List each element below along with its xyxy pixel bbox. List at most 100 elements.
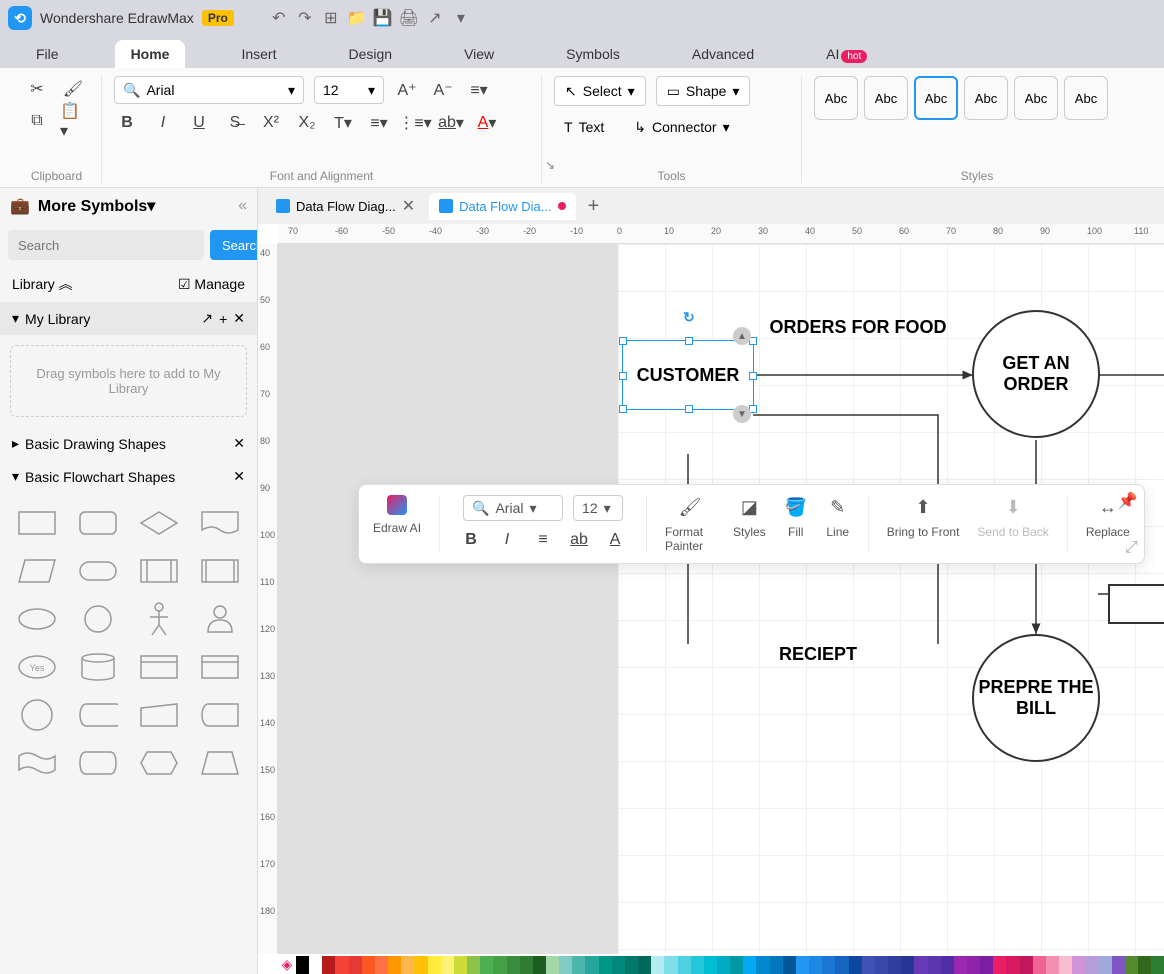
color-swatch[interactable] [309, 956, 322, 974]
color-swatch[interactable] [809, 956, 822, 974]
shape-connector[interactable] [10, 695, 63, 735]
color-swatch[interactable] [678, 956, 691, 974]
color-swatch[interactable] [835, 956, 848, 974]
ft-send-back[interactable]: ⬇Send to Back [977, 495, 1048, 539]
shape-rounded-rect[interactable] [71, 503, 124, 543]
style-preset-1[interactable]: Abc [814, 76, 858, 120]
ft-highlight[interactable]: ab [566, 527, 592, 553]
basic-flowchart-header[interactable]: ▾ Basic Flowchart Shapes ✕ [0, 460, 257, 493]
open-icon[interactable]: 📁 [348, 9, 366, 27]
color-swatch[interactable] [796, 956, 809, 974]
menu-home[interactable]: Home [115, 40, 186, 68]
search-button[interactable]: Search [210, 230, 258, 260]
color-swatch[interactable] [493, 956, 506, 974]
color-swatch[interactable] [730, 956, 743, 974]
color-swatch[interactable] [783, 956, 796, 974]
connector-tool[interactable]: ↳ Connector ▾ [624, 112, 739, 142]
menu-design[interactable]: Design [332, 40, 408, 68]
menu-file[interactable]: File [20, 40, 75, 68]
copy-button[interactable]: ⧉ [24, 108, 50, 134]
color-swatch[interactable] [296, 956, 309, 974]
label-orders[interactable]: ORDERS FOR FOOD [768, 304, 948, 350]
color-swatch[interactable] [454, 956, 467, 974]
shape-card2[interactable] [194, 647, 247, 687]
color-swatch[interactable] [362, 956, 375, 974]
style-preset-2[interactable]: Abc [864, 76, 908, 120]
color-swatch[interactable] [1085, 956, 1098, 974]
color-swatch[interactable] [428, 956, 441, 974]
color-swatch[interactable] [349, 956, 362, 974]
ft-bold[interactable]: B [458, 527, 484, 553]
color-swatch[interactable] [335, 956, 348, 974]
ft-styles[interactable]: ◪Styles [733, 495, 766, 539]
color-swatch[interactable] [625, 956, 638, 974]
color-swatch[interactable] [941, 956, 954, 974]
color-swatch[interactable] [559, 956, 572, 974]
color-swatch[interactable] [441, 956, 454, 974]
node-right1[interactable] [1108, 584, 1164, 624]
color-swatch[interactable] [980, 956, 993, 974]
node-customer[interactable]: CUSTOMER ↻ ▲ ▼ [622, 340, 754, 410]
color-swatch[interactable] [520, 956, 533, 974]
color-swatch[interactable] [664, 956, 677, 974]
shape-stadium[interactable] [71, 551, 124, 591]
node-get-order[interactable]: GET AN ORDER [972, 310, 1100, 438]
node-prepare-bill[interactable]: PREPRE THE BILL [972, 634, 1100, 762]
color-swatch[interactable] [928, 956, 941, 974]
shape-direct-data[interactable] [71, 695, 124, 735]
font-size-select[interactable]: 12▾ [314, 76, 384, 104]
font-family-select[interactable]: 🔍 Arial▾ [114, 76, 304, 104]
color-swatch[interactable] [1006, 956, 1019, 974]
color-swatch[interactable] [901, 956, 914, 974]
undo-icon[interactable]: ↶ [270, 9, 288, 27]
color-swatch[interactable] [1112, 956, 1125, 974]
label-receipt[interactable]: RECIEPT [758, 639, 878, 669]
color-swatch[interactable] [849, 956, 862, 974]
menu-ai[interactable]: AIhot [810, 40, 883, 68]
ft-bring-front[interactable]: ⬆Bring to Front [887, 495, 960, 539]
color-swatch[interactable] [375, 956, 388, 974]
select-tool[interactable]: ↖ Select ▾ [554, 76, 646, 106]
shape-stored[interactable] [194, 695, 247, 735]
text-transform-button[interactable]: T▾ [330, 110, 356, 136]
rotate-handle[interactable]: ↻ [683, 309, 695, 326]
shape-subprocess[interactable] [133, 551, 186, 591]
color-swatch[interactable] [401, 956, 414, 974]
subscript-button[interactable]: X₂ [294, 110, 320, 136]
color-swatch[interactable] [717, 956, 730, 974]
list-button[interactable]: ⋮≡▾ [402, 110, 428, 136]
color-swatch[interactable] [1072, 956, 1085, 974]
color-swatch[interactable] [1020, 956, 1033, 974]
export-lib-icon[interactable]: ↗ [201, 310, 213, 327]
shape-card[interactable] [133, 647, 186, 687]
color-swatch[interactable] [822, 956, 835, 974]
text-tool[interactable]: T Text [554, 112, 614, 142]
tab-1-close[interactable]: ✕ [402, 196, 415, 216]
canvas[interactable]: CUSTOMER ↻ ▲ ▼ ORDERS FOR FOOD [278, 244, 1164, 954]
color-swatch[interactable] [546, 956, 559, 974]
ft-italic[interactable]: I [494, 527, 520, 553]
color-swatch[interactable] [993, 956, 1006, 974]
color-swatch[interactable] [1151, 956, 1164, 974]
color-swatch[interactable] [743, 956, 756, 974]
shape-person[interactable] [133, 599, 186, 639]
basic-drawing-header[interactable]: ▸ Basic Drawing Shapes ✕ [0, 427, 257, 460]
library-label[interactable]: Library ︽ [12, 274, 73, 294]
color-swatch[interactable] [585, 956, 598, 974]
underline-button[interactable]: U [186, 110, 212, 136]
ft-font-family[interactable]: 🔍 Arial ▾ [463, 495, 563, 521]
color-swatch[interactable] [875, 956, 888, 974]
color-swatch[interactable] [480, 956, 493, 974]
color-swatch[interactable] [888, 956, 901, 974]
menu-advanced[interactable]: Advanced [676, 40, 770, 68]
color-swatch[interactable] [612, 956, 625, 974]
paste-button[interactable]: 📋▾ [60, 108, 86, 134]
cut-button[interactable]: ✂ [24, 76, 50, 102]
menu-symbols[interactable]: Symbols [550, 40, 636, 68]
shape-tool[interactable]: ▭ Shape ▾ [656, 76, 751, 106]
color-swatch[interactable] [967, 956, 980, 974]
format-painter-button[interactable]: 🖌 [60, 76, 86, 102]
menu-view[interactable]: View [448, 40, 510, 68]
decrease-font-button[interactable]: A⁻ [430, 77, 456, 103]
color-swatch[interactable] [1099, 956, 1112, 974]
